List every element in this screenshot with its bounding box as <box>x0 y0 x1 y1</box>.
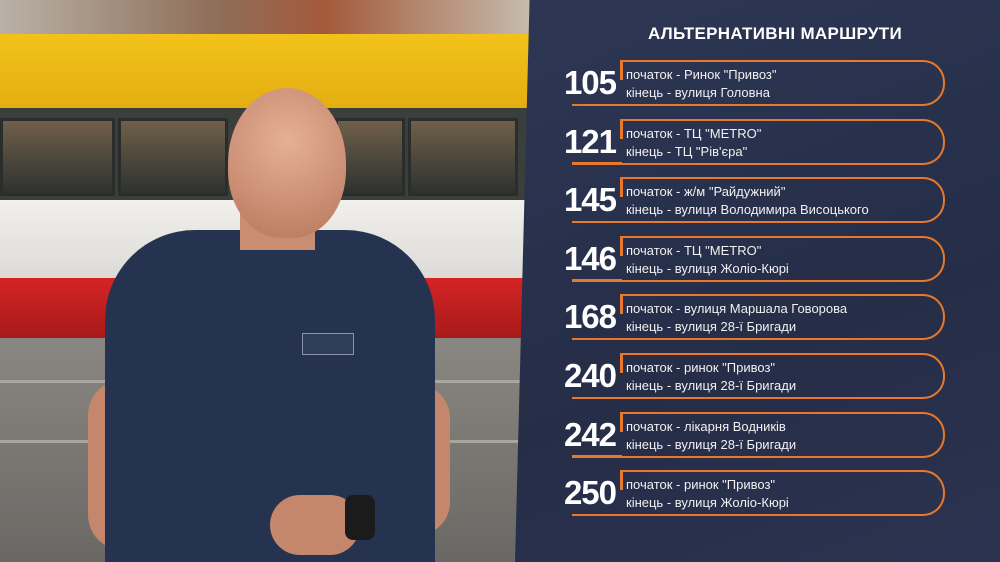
route-end: кінець - вулиця 28-ї Бригади <box>626 436 797 452</box>
route-frame <box>620 470 945 517</box>
route-start: початок - вулиця Маршала Говорова <box>626 301 848 317</box>
route-underline <box>572 103 622 106</box>
background-photo <box>0 0 540 562</box>
person-shirt <box>105 230 435 562</box>
route-start: початок - ринок "Привоз" <box>626 477 776 493</box>
route-frame <box>620 294 945 341</box>
tram-window <box>118 118 228 196</box>
route-frame <box>620 411 945 458</box>
route-start: початок - ж/м "Райдужний" <box>626 184 786 200</box>
route-end: кінець - ТЦ "Рів'єра" <box>626 143 748 159</box>
route-number: 146 <box>563 239 617 277</box>
route-row: 121 початок - ТЦ "METRO" кінець - ТЦ "Рі… <box>540 118 950 167</box>
tram-window <box>408 118 518 196</box>
route-row: 105 початок - Ринок "Привоз" кінець - ву… <box>540 60 950 108</box>
route-end: кінець - вулиця Головна <box>626 85 770 100</box>
route-end: кінець - вулиця 28-ї Бригади <box>626 378 797 393</box>
route-start: початок - лікарня Водників <box>626 418 786 434</box>
route-underline <box>572 279 622 282</box>
route-row: 168 початок - вулиця Маршала Говорова кі… <box>540 294 950 342</box>
route-row: 242 початок - лікарня Водників кінець - … <box>540 411 950 460</box>
route-row: 145 початок - ж/м "Райдужний" кінець - в… <box>540 177 950 225</box>
route-start: початок - ТЦ "METRO" <box>626 125 762 141</box>
route-row: 146 початок - ТЦ "METRO" кінець - вулиця… <box>540 235 950 284</box>
route-row: 240 початок - ринок "Привоз" кінець - ву… <box>540 353 950 401</box>
route-number: 145 <box>563 181 617 219</box>
route-underline <box>572 337 622 341</box>
route-underline <box>572 162 622 165</box>
route-underline <box>572 513 622 517</box>
shirt-badge <box>302 333 354 355</box>
route-frame <box>620 118 945 165</box>
route-end: кінець - вулиця 28-ї Бригади <box>626 319 797 335</box>
depot-building <box>0 0 540 40</box>
watch-icon <box>345 495 375 540</box>
route-underline <box>572 396 622 399</box>
route-frame <box>620 60 945 106</box>
route-end: кінець - вулиця Жоліо-Кюрі <box>626 495 789 511</box>
route-frame <box>620 353 945 399</box>
tram-window <box>0 118 115 196</box>
route-row: 250 початок - ринок "Привоз" кінець - ву… <box>540 470 950 518</box>
route-underline <box>572 455 622 458</box>
panel-title: АЛЬТЕРНАТИВНІ МАРШРУТИ <box>647 24 903 43</box>
route-number: 168 <box>563 298 617 336</box>
route-number: 105 <box>563 64 617 101</box>
route-end: кінець - вулиця Володимира Висоцького <box>626 202 869 218</box>
route-number: 242 <box>563 415 617 453</box>
person-head <box>228 88 346 238</box>
route-frame <box>620 177 945 224</box>
route-number: 121 <box>563 122 617 160</box>
route-underline <box>572 220 622 224</box>
route-start: початок - ТЦ "METRO" <box>626 242 762 258</box>
route-start: початок - ринок "Привоз" <box>626 360 776 375</box>
route-start: початок - Ринок "Привоз" <box>626 67 777 82</box>
route-number: 250 <box>563 474 617 512</box>
route-end: кінець - вулиця Жоліо-Кюрі <box>626 260 789 276</box>
route-frame <box>620 235 945 282</box>
route-number: 240 <box>563 357 617 394</box>
